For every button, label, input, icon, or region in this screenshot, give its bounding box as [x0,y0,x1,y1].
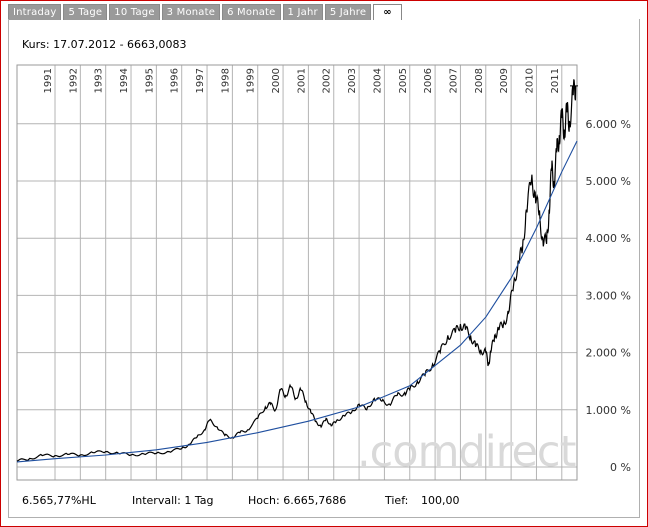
x-tick-label: 2010 [524,68,535,93]
x-tick-label: 2005 [398,68,409,93]
x-tick-label: 1999 [246,68,257,93]
x-tick-label: 2006 [423,68,434,93]
x-tick-label: 1995 [144,68,155,93]
x-tick-label: 2004 [372,68,383,93]
tab-6-monate[interactable]: 6 Monate [222,4,281,20]
y-tick-label: 2.000 % [586,347,631,360]
tab-5-jahre[interactable]: 5 Jahre [324,4,372,20]
x-tick-label: 1996 [170,68,181,93]
x-tick-label: 1991 [43,68,54,93]
performance-value: 6.565,77%HL [22,494,96,507]
plot-border [16,64,578,481]
y-tick-label: 1.000 % [586,404,631,417]
kurs-label: Kurs: 17.07.2012 - 6663,0083 [22,38,187,51]
hoch-label: Hoch: 6.665,7686 [248,494,347,507]
y-tick-label: 0 % [610,461,631,474]
price-series-line [16,79,577,462]
tief-label: Tief: [385,494,409,507]
intervall-label: Intervall: 1 Tag [132,494,214,507]
x-tick-label: 2003 [347,68,358,93]
tab-5-tage[interactable]: 5 Tage [63,4,108,20]
trend-series-line [16,140,578,463]
x-tick-label: 2002 [322,68,333,93]
tab-10-tage[interactable]: 10 Tage [109,4,160,20]
x-tick-label: 2009 [499,68,510,93]
x-tick-label: 1997 [195,68,206,93]
comdirect-watermark: .comdirect [357,427,576,477]
x-tick-label: 2008 [474,68,485,93]
x-tick-label: 2007 [448,68,459,93]
tab-intraday[interactable]: Intraday [8,4,62,20]
x-tick-label: 1993 [94,68,105,93]
tab-3-monate[interactable]: 3 Monate [161,4,221,20]
x-tick-label: 2001 [296,68,307,93]
y-tick-label: 6.000 % [586,118,631,131]
x-tick-label: 1992 [68,68,79,93]
y-tick-label: 5.000 % [586,175,631,188]
x-tick-label: 2000 [271,68,282,93]
y-tick-label: 3.000 % [586,289,631,302]
tief-value: 100,00 [421,494,460,507]
x-tick-label: 2011 [550,68,561,93]
chart-panel [8,19,640,518]
x-tick-label: 1994 [119,68,130,93]
tab-max[interactable]: ∞ [373,4,402,20]
period-tabs: Intraday 5 Tage 10 Tage 3 Monate 6 Monat… [8,4,404,20]
y-tick-label: 4.000 % [586,232,631,245]
tab-1-jahr[interactable]: 1 Jahr [282,4,323,20]
x-tick-label: 1998 [220,68,231,93]
